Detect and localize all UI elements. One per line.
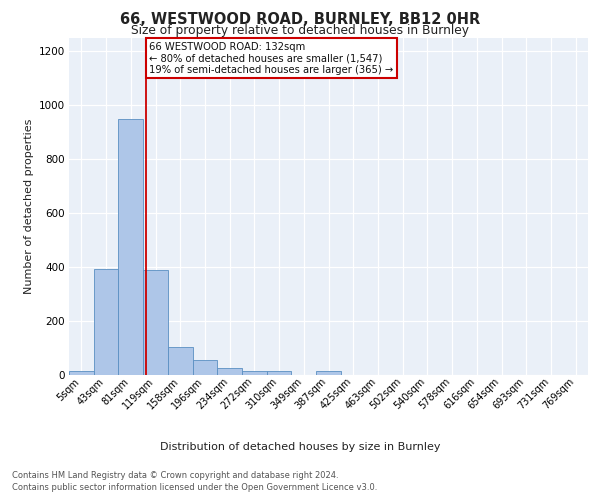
Bar [267,372,292,375]
Text: Contains HM Land Registry data © Crown copyright and database right 2024.: Contains HM Land Registry data © Crown c… [12,471,338,480]
Bar [118,118,143,375]
Bar [242,371,267,375]
Y-axis label: Number of detached properties: Number of detached properties [25,118,34,294]
Bar [316,372,341,375]
Text: 66, WESTWOOD ROAD, BURNLEY, BB12 0HR: 66, WESTWOOD ROAD, BURNLEY, BB12 0HR [120,12,480,28]
Text: 66 WESTWOOD ROAD: 132sqm
← 80% of detached houses are smaller (1,547)
19% of sem: 66 WESTWOOD ROAD: 132sqm ← 80% of detach… [149,42,394,74]
Bar [193,360,217,375]
Text: Distribution of detached houses by size in Burnley: Distribution of detached houses by size … [160,442,440,452]
Bar [168,346,193,375]
Text: Size of property relative to detached houses in Burnley: Size of property relative to detached ho… [131,24,469,37]
Bar [217,368,242,375]
Bar [143,270,168,375]
Bar [94,269,118,375]
Text: Contains public sector information licensed under the Open Government Licence v3: Contains public sector information licen… [12,482,377,492]
Bar [69,371,94,375]
